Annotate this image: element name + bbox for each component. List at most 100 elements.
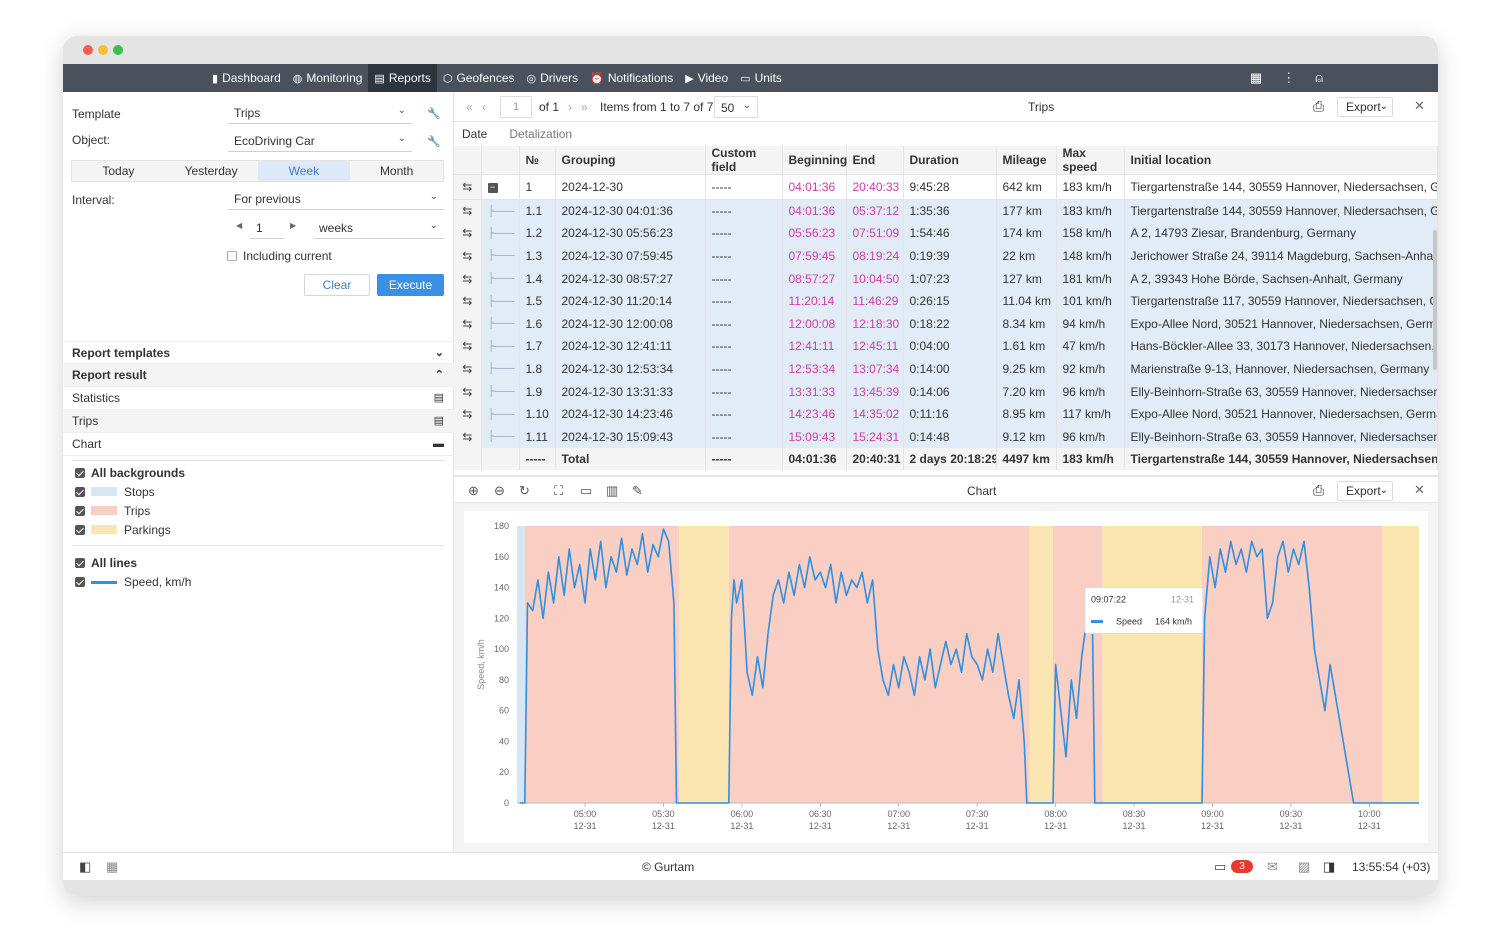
nav-video[interactable]: ▶ Video	[679, 64, 734, 92]
print-icon[interactable]: ⎙	[1313, 482, 1325, 498]
nav-dashboard[interactable]: ▮ Dashboard	[206, 64, 287, 92]
report-result-section[interactable]: Report result ⌃	[63, 364, 454, 387]
object-select[interactable]: EcoDriving Car ⌄	[228, 130, 412, 152]
stops-checkbox[interactable]	[75, 487, 85, 497]
route-icon[interactable]: ⇆	[462, 180, 473, 194]
period-today[interactable]: Today	[72, 161, 165, 181]
header-max-speed[interactable]: Max speed	[1056, 146, 1125, 175]
header-number[interactable]: №	[519, 146, 556, 175]
report-templates-section[interactable]: Report templates ⌄	[63, 341, 454, 364]
vertical-scrollbar[interactable]	[1433, 230, 1437, 370]
export-button[interactable]: Export ⌄	[1337, 97, 1393, 117]
table-row[interactable]: ⇆ ├—— 1.4 2024-12-30 08:57:27 ----- 08:57:27 1…	[454, 267, 1438, 290]
header-custom-field[interactable]: Custom field	[705, 146, 783, 175]
sidebar-toggle-icon[interactable]: ◧	[79, 859, 92, 874]
reset-zoom-icon[interactable]: ↻	[519, 483, 530, 498]
speed-chart[interactable]: 0 20 40 60 80 100 120 140 160 180 Speed, km/h 05:00…	[464, 511, 1428, 843]
header-beginning[interactable]: Beginning	[782, 146, 847, 175]
result-statistics[interactable]: Statistics ▤	[63, 387, 454, 410]
wrench-icon[interactable]: 🔧	[427, 136, 441, 148]
route-icon[interactable]: ⇆	[462, 248, 473, 263]
result-chart[interactable]: Chart ▬	[63, 433, 454, 456]
table-row[interactable]: ⇆ ├—— 1.8 2024-12-30 12:53:34 ----- 12:53:34 1…	[454, 357, 1438, 381]
next-page-icon[interactable]: ›	[568, 100, 572, 114]
table-view-icon[interactable]: ▤	[433, 392, 444, 404]
nav-reports[interactable]: ▤ Reports	[368, 64, 437, 92]
pencil-icon[interactable]: ✎	[632, 483, 643, 498]
trips-checkbox[interactable]	[75, 506, 85, 516]
table-row[interactable]: ⇆ ├—— 1.6 2024-12-30 12:00:08 ----- 12:00:08 1…	[454, 312, 1438, 336]
tab-date[interactable]: Date	[462, 127, 488, 141]
period-week[interactable]: Week	[257, 161, 351, 181]
page-input[interactable]: 1	[500, 96, 532, 118]
speed-checkbox[interactable]	[75, 577, 85, 587]
nav-geofences[interactable]: ⬡ Geofences	[437, 64, 521, 92]
maximize-window-button[interactable]	[113, 45, 123, 55]
route-icon[interactable]: ⇆	[462, 294, 473, 309]
nav-drivers[interactable]: ◎ Drivers	[521, 64, 585, 92]
interval-select[interactable]: For previous ⌄	[228, 188, 444, 210]
route-icon[interactable]: ⇆	[462, 384, 473, 399]
first-page-icon[interactable]: «	[466, 100, 473, 114]
table-row[interactable]: ⇆ ├—— 1.9 2024-12-30 13:31:33 ----- 13:31:33 1…	[454, 380, 1438, 403]
fullscreen-icon[interactable]: ⛶	[554, 483, 564, 498]
chart-export-button[interactable]: Export ⌄	[1337, 481, 1393, 501]
calendar-icon[interactable]: ▥	[606, 483, 619, 498]
collapse-icon[interactable]: −	[487, 182, 498, 193]
wrench-icon[interactable]: 🔧	[427, 108, 441, 120]
close-icon[interactable]: ✕	[1414, 482, 1425, 497]
header-duration[interactable]: Duration	[903, 146, 997, 175]
route-icon[interactable]: ⇆	[462, 204, 473, 219]
table-row[interactable]: ⇆ ├—— 1.2 2024-12-30 05:56:23 ----- 05:56:23 0…	[454, 222, 1438, 245]
route-icon[interactable]: ⇆	[462, 226, 473, 241]
period-month[interactable]: Month	[350, 161, 443, 181]
interval-unit-select[interactable]: weeks ⌄	[313, 217, 444, 239]
table-row[interactable]: ⇆ − 1 2024-12-30 ----- 04:01:36 20:40:33 9:45:2…	[454, 174, 1438, 200]
minimize-window-button[interactable]	[98, 45, 108, 55]
interval-count-input[interactable]: 1	[250, 217, 284, 239]
route-icon[interactable]: ⇆	[462, 271, 473, 286]
execute-button[interactable]: Execute	[377, 274, 444, 296]
mail-icon[interactable]: ✉	[1267, 859, 1278, 874]
table-row[interactable]: ⇆ ├—— 1.11 2024-12-30 15:09:43 ----- 15:09:43…	[454, 425, 1438, 449]
table-row[interactable]: ⇆ ├—— 1.3 2024-12-30 07:59:45 ----- 07:59:45 0…	[454, 244, 1438, 268]
table-row[interactable]: ⇆ ├—— 1.5 2024-12-30 11:20:14 ----- 11:20:14 1…	[454, 289, 1438, 313]
route-icon[interactable]: ⇆	[462, 429, 473, 444]
route-icon[interactable]: ⇆	[462, 361, 473, 376]
layout-icon[interactable]: ◨	[1323, 859, 1336, 874]
decrement-arrow-icon[interactable]: ◀	[236, 221, 243, 230]
collapse-cell[interactable]: −	[481, 174, 520, 200]
grid-layout-icon[interactable]: ▦	[106, 859, 119, 874]
all-lines-checkbox[interactable]	[75, 558, 85, 568]
print-icon[interactable]: ⎙	[1313, 98, 1325, 114]
close-window-button[interactable]	[83, 45, 93, 55]
including-current-checkbox[interactable]	[227, 251, 237, 261]
table-row[interactable]: ⇆ ├—— 1.1 2024-12-30 04:01:36 ----- 04:01:36 0…	[454, 199, 1438, 223]
route-icon[interactable]: ⇆	[462, 339, 473, 354]
route-icon[interactable]: ⇆	[462, 316, 473, 331]
nav-units[interactable]: ▭ Units	[734, 64, 788, 92]
apps-grid-icon[interactable]: ▦	[1249, 70, 1263, 85]
route-icon[interactable]: ⇆	[462, 407, 473, 422]
header-end[interactable]: End	[846, 146, 904, 175]
chart-view-icon[interactable]: ▬	[433, 438, 444, 450]
increment-arrow-icon[interactable]: ▶	[290, 221, 297, 230]
result-trips[interactable]: Trips ▤	[63, 410, 454, 433]
all-backgrounds-checkbox[interactable]	[75, 468, 85, 478]
tab-detalization[interactable]: Detalization	[509, 127, 573, 141]
more-vertical-icon[interactable]: ⋮	[1282, 70, 1296, 85]
user-icon[interactable]: ⍝	[1315, 70, 1323, 85]
parkings-checkbox[interactable]	[75, 525, 85, 535]
prev-page-icon[interactable]: ‹	[482, 100, 486, 114]
speed-series-line[interactable]	[519, 528, 1419, 804]
close-icon[interactable]: ✕	[1414, 98, 1425, 113]
header-mileage[interactable]: Mileage	[996, 146, 1057, 175]
comment-icon[interactable]: ▭	[580, 483, 593, 498]
image-icon[interactable]: ▨	[1298, 859, 1311, 874]
table-row[interactable]: ⇆ ├—— 1.10 2024-12-30 14:23:46 ----- 14:23:46…	[454, 402, 1438, 426]
notification-icon[interactable]: ▭	[1214, 859, 1227, 874]
table-row[interactable]: ⇆ ├—— 1.7 2024-12-30 12:41:11 ----- 12:41:11 1…	[454, 335, 1438, 358]
table-view-icon[interactable]: ▤	[433, 415, 444, 427]
template-select[interactable]: Trips ⌄	[228, 102, 412, 124]
zoom-in-icon[interactable]: ⊕	[468, 483, 479, 498]
